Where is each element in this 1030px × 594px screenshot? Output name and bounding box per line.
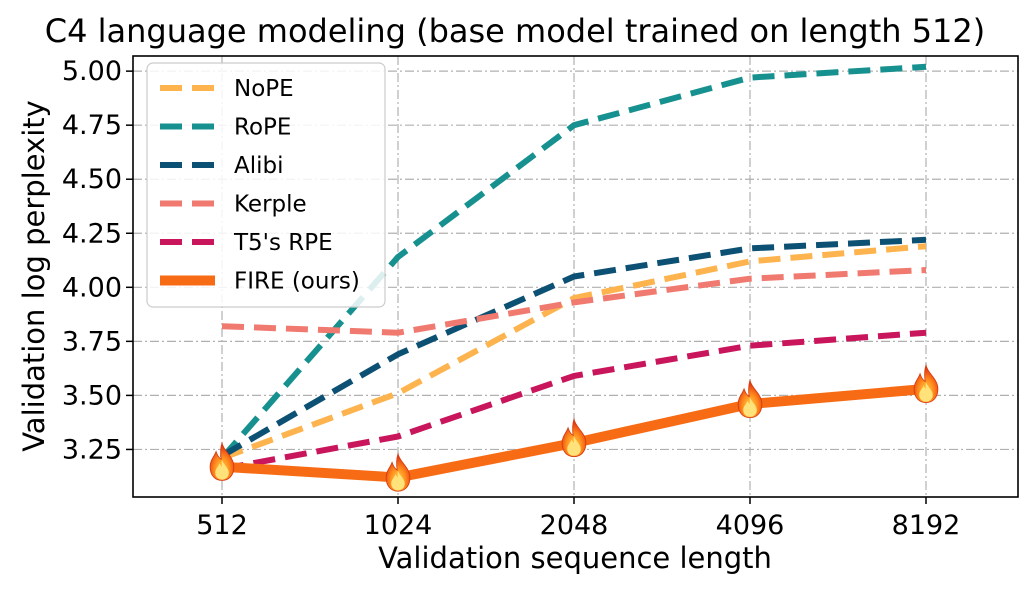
y-tick-label: 4.75 [62,110,122,141]
x-axis-ticks: 512 1024 2048 4096 8192 [196,497,960,541]
x-tick-label: 2048 [540,510,609,541]
grid [133,56,1018,497]
legend-label-nope: NoPE [234,76,294,102]
series-line-t5-s-rpe [221,329,927,472]
fire-icon [561,418,587,458]
y-tick-label: 3.50 [62,380,122,411]
x-tick-label: 1024 [364,510,433,541]
x-tick-label: 512 [196,510,248,541]
fire-icon [385,453,411,492]
legend: NoPE RoPE Alibi Kerple T5's RPE FIRE (ours) [146,62,386,308]
series-line-alibi [220,236,927,459]
series-line-rope [219,63,927,461]
series-line-nope [220,243,927,461]
plot-frame [132,55,1019,498]
legend-label-alibi: Alibi [234,153,284,179]
y-axis-ticks: 3.25 3.50 3.75 4.00 4.25 4.50 4.75 5.00 [62,56,133,465]
y-tick-label: 3.75 [62,326,122,357]
legend-label-kerple: Kerple [234,192,307,218]
legend-label-rope: RoPE [234,115,291,141]
y-tick-label: 5.00 [62,56,122,87]
x-tick-label: 4096 [716,510,785,541]
y-tick-label: 4.00 [62,272,122,303]
y-tick-label: 4.25 [62,218,122,249]
chart-title: C4 language modeling (base model trained… [45,12,986,50]
x-tick-label: 8192 [892,510,961,541]
legend-label-t5-s-rpe: T5's RPE [233,230,333,256]
y-tick-label: 4.50 [62,164,122,195]
series-line-kerple [221,267,927,336]
y-tick-label: 3.25 [62,434,122,465]
x-axis-title: Validation sequence length [378,541,772,575]
y-axis-title: Validation log perplexity [17,100,51,452]
fire-icon [913,364,939,404]
legend-label-fire-ours: FIRE (ours) [234,269,360,295]
fire-icon [737,379,763,419]
